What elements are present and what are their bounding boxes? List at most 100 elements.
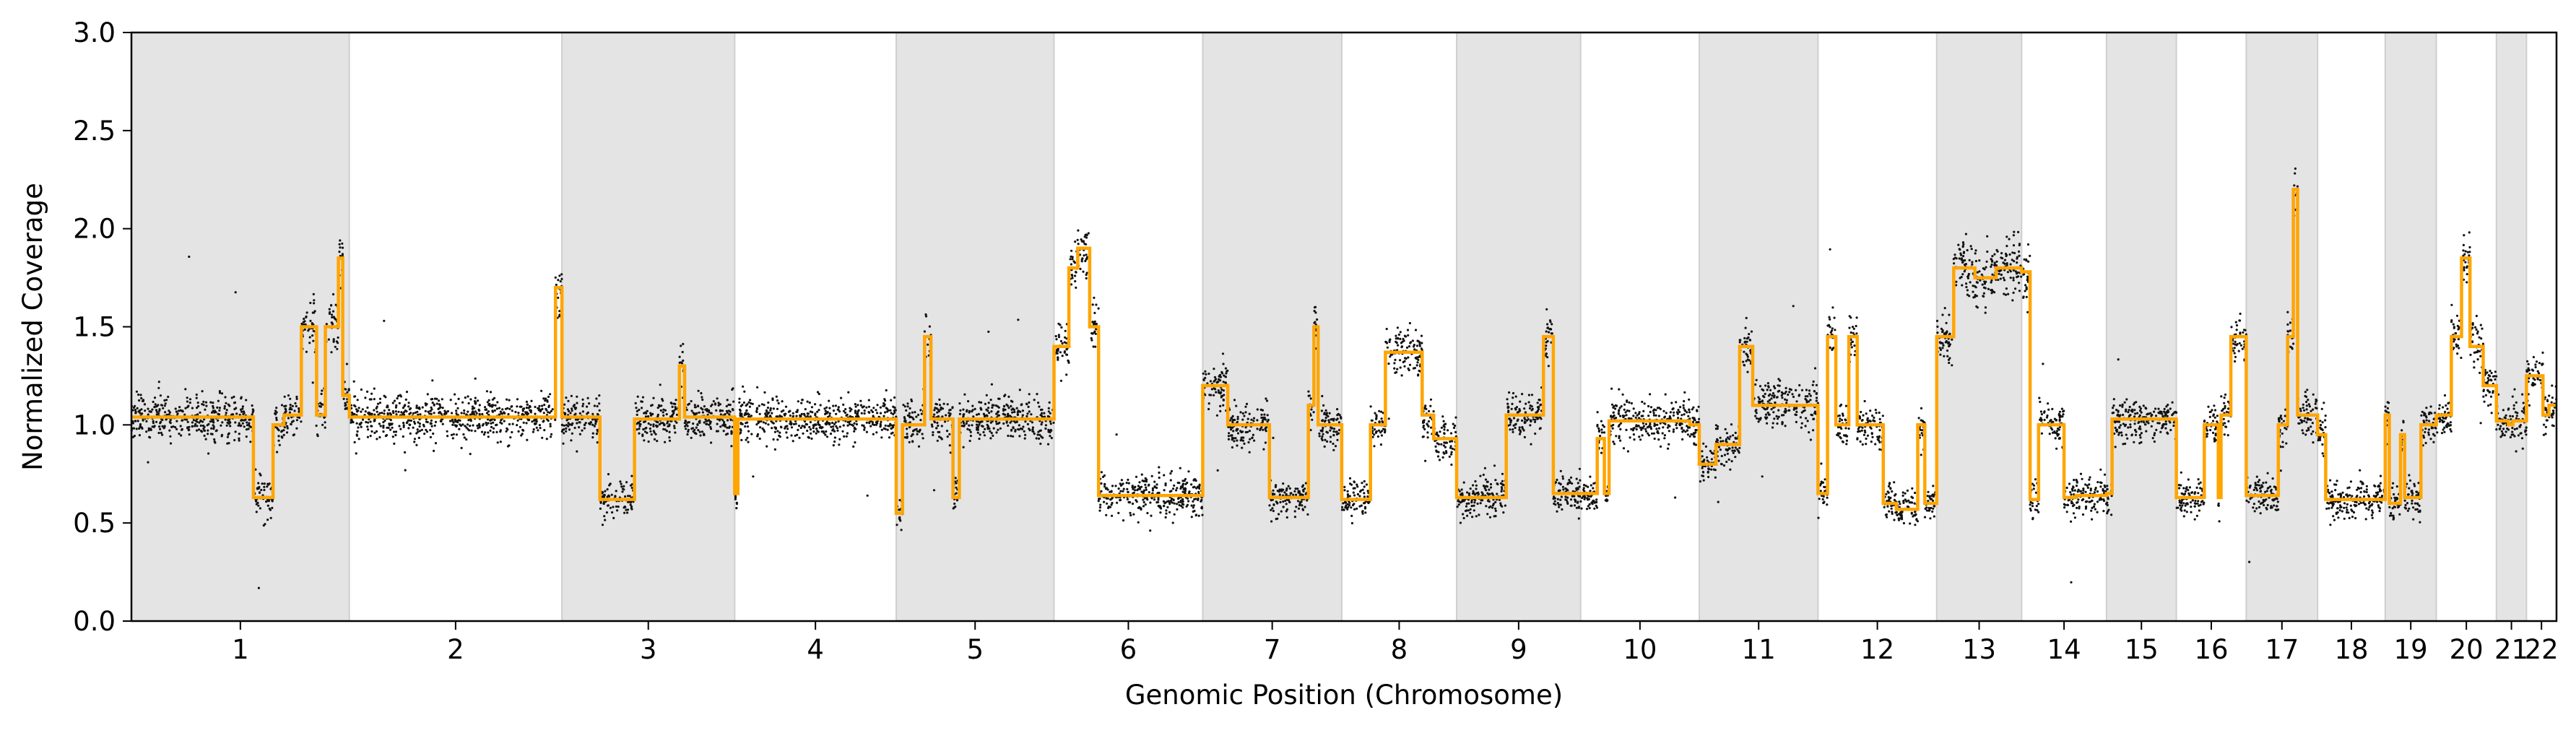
data-point: [1611, 427, 1614, 430]
data-point: [967, 400, 970, 403]
data-point: [427, 410, 430, 413]
data-point: [734, 495, 737, 498]
data-point: [916, 433, 919, 435]
data-point: [1539, 403, 1543, 407]
data-point: [151, 408, 154, 411]
data-point: [391, 426, 394, 429]
data-point: [163, 399, 166, 402]
data-point: [1619, 428, 1622, 431]
data-point: [1458, 500, 1461, 503]
data-point: [828, 422, 831, 425]
data-point: [865, 430, 868, 433]
data-point: [311, 381, 314, 384]
data-point: [576, 402, 578, 404]
data-point: [995, 412, 998, 415]
data-point: [1441, 415, 1444, 418]
data-point: [1311, 418, 1314, 421]
data-point: [1127, 500, 1130, 503]
data-point: [1054, 334, 1057, 338]
data-point: [705, 422, 708, 425]
data-point: [1642, 409, 1645, 412]
data-point: [378, 402, 382, 404]
data-point: [537, 407, 540, 409]
data-point: [801, 425, 804, 428]
data-point: [1712, 452, 1714, 455]
data-point: [1452, 422, 1454, 425]
data-point: [634, 402, 637, 405]
data-point: [471, 405, 474, 408]
data-point: [142, 419, 144, 422]
data-point: [1231, 420, 1234, 424]
data-point: [903, 436, 907, 439]
data-point: [1697, 405, 1700, 408]
data-point: [1356, 507, 1358, 511]
data-point: [1587, 498, 1590, 501]
data-point: [662, 414, 665, 417]
data-point: [1216, 469, 1219, 472]
data-point: [730, 445, 733, 448]
data-point: [1623, 403, 1626, 406]
data-point: [1332, 430, 1335, 433]
data-point: [1170, 498, 1174, 500]
data-point: [174, 407, 177, 410]
data-point: [1321, 419, 1324, 422]
data-point: [1252, 433, 1254, 436]
data-point: [800, 402, 803, 404]
data-point: [578, 426, 581, 429]
data-point: [1082, 270, 1085, 273]
data-point: [550, 409, 552, 413]
data-point: [492, 404, 495, 407]
data-point: [204, 408, 207, 411]
data-point: [1371, 435, 1374, 438]
data-point: [1536, 402, 1539, 404]
data-point: [1021, 414, 1024, 417]
data-point: [180, 434, 183, 437]
data-point: [1031, 426, 1034, 429]
data-point: [218, 391, 222, 394]
data-point: [739, 412, 742, 415]
data-point: [493, 418, 496, 422]
data-point: [1039, 414, 1042, 417]
data-point: [373, 409, 376, 412]
data-point: [261, 494, 264, 497]
data-point: [1181, 482, 1185, 485]
data-point: [1220, 394, 1223, 398]
data-point: [474, 377, 477, 380]
data-point: [386, 426, 389, 429]
data-point: [792, 440, 794, 443]
data-point: [369, 420, 372, 423]
data-point: [1321, 435, 1324, 438]
data-point: [1087, 232, 1090, 235]
data-point: [199, 430, 203, 433]
data-point: [1127, 478, 1129, 482]
data-point: [508, 399, 511, 402]
data-point: [842, 424, 845, 427]
data-point: [740, 438, 743, 442]
data-point: [1081, 257, 1084, 260]
data-point: [1218, 378, 1220, 381]
data-point: [1363, 480, 1366, 483]
data-point: [303, 328, 306, 331]
data-point: [828, 399, 831, 402]
data-point: [491, 398, 495, 401]
data-point: [1074, 279, 1077, 283]
data-point: [1106, 488, 1109, 491]
data-point: [977, 425, 980, 428]
data-point: [992, 427, 995, 430]
data-point: [636, 395, 639, 398]
data-point: [398, 402, 401, 404]
data-point: [641, 400, 644, 403]
data-point: [373, 387, 376, 390]
data-point: [492, 431, 495, 434]
data-point: [1619, 415, 1622, 417]
data-point: [1270, 520, 1273, 523]
data-point: [197, 428, 201, 431]
data-point: [169, 442, 173, 445]
data-point: [1619, 439, 1622, 442]
data-point: [1024, 420, 1027, 423]
data-point: [431, 379, 434, 382]
data-point: [486, 418, 490, 421]
data-point: [826, 411, 829, 414]
data-point: [1280, 488, 1283, 491]
data-point: [976, 428, 979, 431]
